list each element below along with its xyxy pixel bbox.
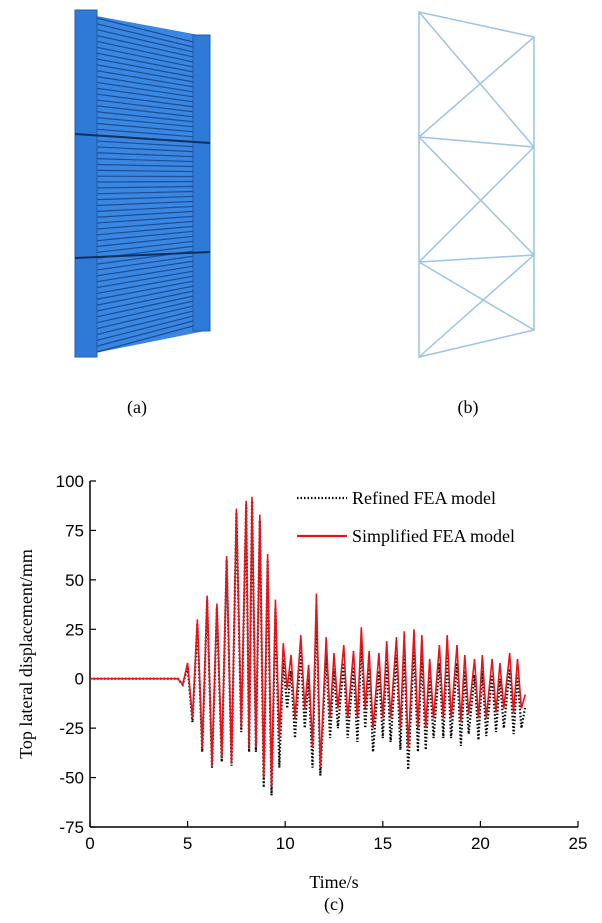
y-tick-label: -50 — [59, 769, 84, 788]
panel-label: (c) — [324, 894, 344, 915]
x-tick-label: 15 — [373, 834, 392, 853]
x-tick-label: 0 — [85, 834, 94, 853]
y-tick-label: 0 — [75, 670, 84, 689]
y-tick-label: -75 — [59, 818, 84, 837]
x-tick-label: 25 — [569, 834, 588, 853]
legend-label: Simplified FEA model — [352, 526, 515, 546]
y-axis-label: Top lateral displacement/mm — [16, 549, 36, 759]
truss-model — [419, 12, 534, 357]
y-tick-label: 50 — [65, 571, 84, 590]
x-tick-label: 10 — [276, 834, 295, 853]
page: (a) (b) (c) Time/s Top lateral displacem… — [0, 0, 602, 923]
y-tick-label: -25 — [59, 719, 84, 738]
y-tick-label: 25 — [65, 620, 84, 639]
plot: -75 -50 -25 0 25 50 75 100 0 5 10 15 20 25 Refined FEA… — [56, 472, 588, 853]
y-tick-label: 100 — [56, 472, 84, 491]
x-tick-label: 20 — [471, 834, 490, 853]
figure: (a) (b) (c) Time/s Top lateral displacem… — [0, 0, 602, 923]
x-tick-label: 5 — [183, 834, 192, 853]
legend-label: Refined FEA model — [352, 488, 496, 508]
panel-label: (a) — [127, 397, 147, 418]
x-axis-label: Time/s — [309, 872, 358, 892]
y-tick-label: 75 — [65, 521, 84, 540]
wall-model — [75, 10, 210, 357]
panel-label: (b) — [458, 397, 479, 418]
